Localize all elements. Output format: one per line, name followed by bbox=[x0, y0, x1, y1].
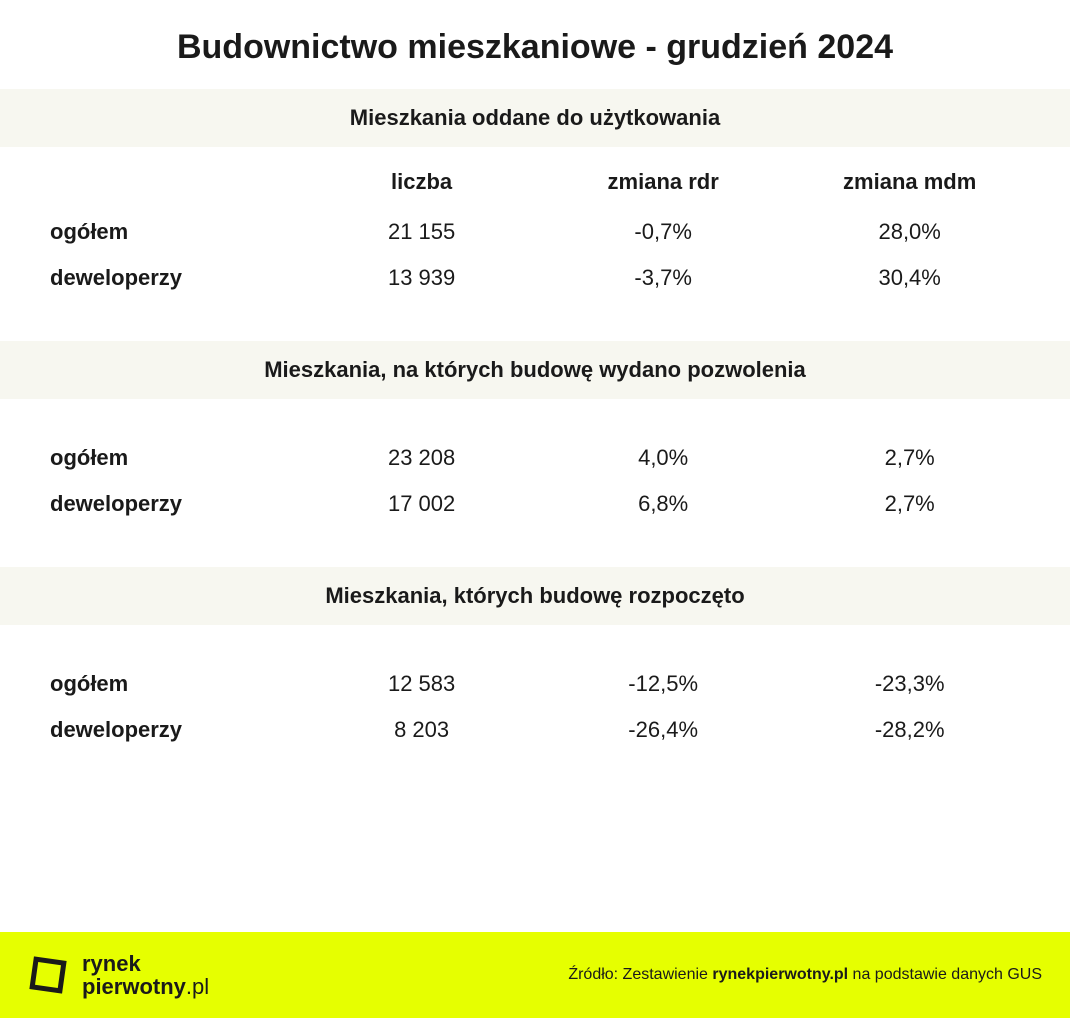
cell-mdm: 30,4% bbox=[791, 255, 1028, 301]
footer-bar: rynek pierwotny.pl Źródło: Zestawienie r… bbox=[0, 932, 1070, 1018]
section-gap bbox=[0, 301, 1070, 341]
section-header: Mieszkania, których budowę rozpoczęto bbox=[0, 567, 1070, 625]
cell-mdm: -28,2% bbox=[791, 707, 1028, 753]
page-title: Budownictwo mieszkaniowe - grudzień 2024 bbox=[0, 0, 1070, 89]
cell-mdm: 28,0% bbox=[791, 209, 1028, 255]
source-prefix: Źródło: Zestawienie bbox=[568, 966, 712, 983]
brand-line2: pierwotny.pl bbox=[82, 975, 209, 998]
cell-rdr: 6,8% bbox=[535, 481, 791, 527]
row-label: deweloperzy bbox=[42, 255, 308, 301]
cell-liczba: 13 939 bbox=[308, 255, 535, 301]
section-gap bbox=[0, 753, 1070, 793]
source-text: Źródło: Zestawienie rynekpierwotny.pl na… bbox=[568, 966, 1042, 984]
section-header: Mieszkania, na których budowę wydano poz… bbox=[0, 341, 1070, 399]
cell-mdm: 2,7% bbox=[791, 435, 1028, 481]
brand-line1: rynek bbox=[82, 952, 209, 975]
spacer bbox=[42, 625, 1028, 661]
cell-rdr: -12,5% bbox=[535, 661, 791, 707]
cell-rdr: 4,0% bbox=[535, 435, 791, 481]
section-header: Mieszkania oddane do użytkowania bbox=[0, 89, 1070, 147]
cell-liczba: 23 208 bbox=[308, 435, 535, 481]
table-row: ogółem12 583-12,5%-23,3% bbox=[42, 661, 1028, 707]
row-label: ogółem bbox=[42, 435, 308, 481]
cell-liczba: 21 155 bbox=[308, 209, 535, 255]
spacer bbox=[42, 399, 1028, 435]
section-table: ogółem23 2084,0%2,7%deweloperzy17 0026,8… bbox=[0, 399, 1070, 527]
section-table: ogółem12 583-12,5%-23,3%deweloperzy8 203… bbox=[0, 625, 1070, 753]
row-label: ogółem bbox=[42, 209, 308, 255]
cell-mdm: -23,3% bbox=[791, 661, 1028, 707]
cell-mdm: 2,7% bbox=[791, 481, 1028, 527]
table-row: ogółem21 155-0,7%28,0% bbox=[42, 209, 1028, 255]
cell-rdr: -26,4% bbox=[535, 707, 791, 753]
brand-line2-suffix: .pl bbox=[186, 974, 209, 999]
table-row: ogółem23 2084,0%2,7% bbox=[42, 435, 1028, 481]
cell-liczba: 12 583 bbox=[308, 661, 535, 707]
row-label: deweloperzy bbox=[42, 707, 308, 753]
source-bold: rynekpierwotny.pl bbox=[712, 966, 848, 983]
column-header: zmiana rdr bbox=[535, 147, 791, 209]
table-row: deweloperzy17 0026,8%2,7% bbox=[42, 481, 1028, 527]
row-label: deweloperzy bbox=[42, 481, 308, 527]
section-table: liczbazmiana rdrzmiana mdmogółem21 155-0… bbox=[0, 147, 1070, 301]
table-row: deweloperzy13 939-3,7%30,4% bbox=[42, 255, 1028, 301]
brand-line2-bold: pierwotny bbox=[82, 974, 186, 999]
cell-rdr: -3,7% bbox=[535, 255, 791, 301]
section-gap bbox=[0, 527, 1070, 567]
source-suffix: na podstawie danych GUS bbox=[848, 966, 1042, 983]
table-row: deweloperzy8 203-26,4%-28,2% bbox=[42, 707, 1028, 753]
brand-logo-icon bbox=[28, 955, 68, 995]
brand-logo-text: rynek pierwotny.pl bbox=[82, 952, 209, 998]
row-label: ogółem bbox=[42, 661, 308, 707]
cell-rdr: -0,7% bbox=[535, 209, 791, 255]
cell-liczba: 8 203 bbox=[308, 707, 535, 753]
column-header: zmiana mdm bbox=[791, 147, 1028, 209]
cell-liczba: 17 002 bbox=[308, 481, 535, 527]
brand-logo: rynek pierwotny.pl bbox=[28, 952, 209, 998]
column-header: liczba bbox=[308, 147, 535, 209]
column-header bbox=[42, 147, 308, 209]
